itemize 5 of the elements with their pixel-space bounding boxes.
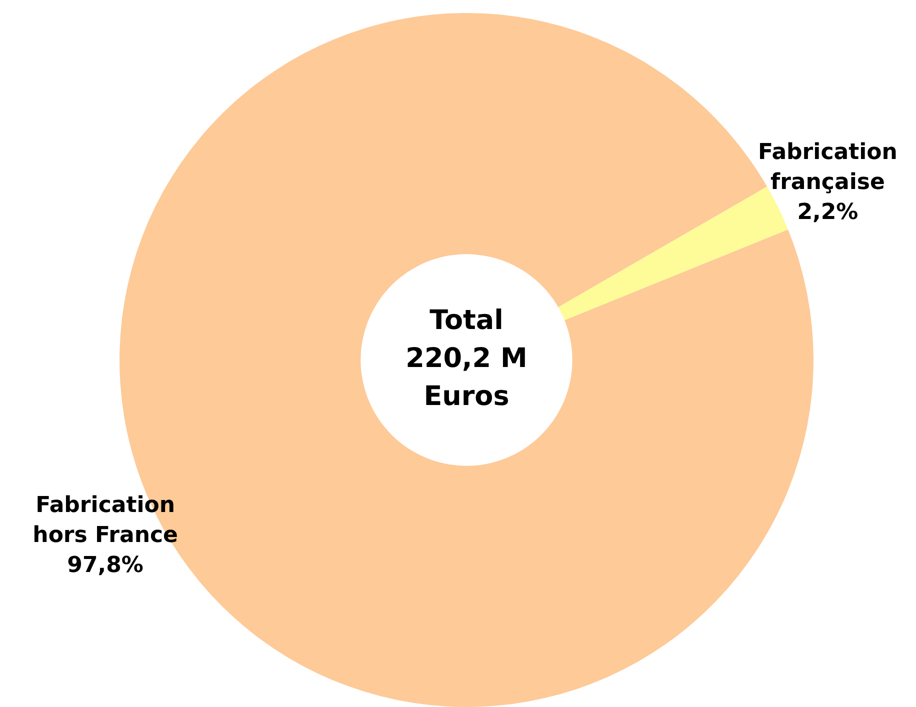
data-label: 2,2% bbox=[797, 200, 858, 226]
data-label: 97,8% bbox=[67, 553, 144, 578]
slice-label: Fabrication française bbox=[758, 140, 898, 196]
text: Total 220,2 M Euros bbox=[406, 305, 528, 412]
slice-label: Fabrication hors France bbox=[32, 493, 178, 548]
